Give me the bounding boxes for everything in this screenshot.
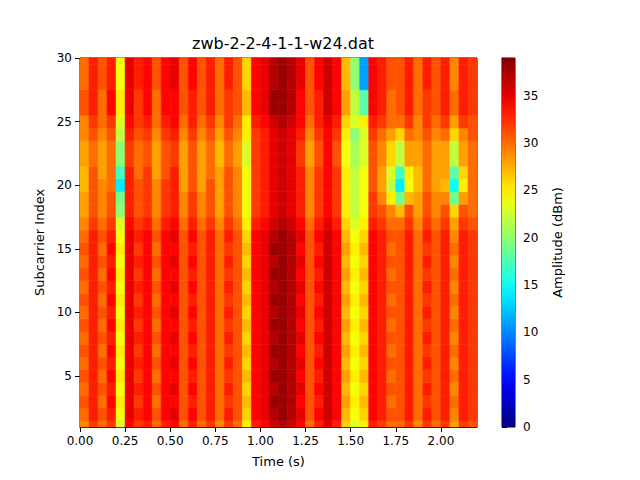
svg-text:0.25: 0.25 [112,434,139,448]
svg-text:1.50: 1.50 [337,434,364,448]
svg-text:15: 15 [57,242,72,256]
svg-text:0.75: 0.75 [202,434,229,448]
svg-text:0.50: 0.50 [157,434,184,448]
svg-text:25: 25 [523,183,538,197]
svg-text:1.00: 1.00 [247,434,274,448]
svg-text:30: 30 [523,136,538,150]
svg-text:0.00: 0.00 [67,434,94,448]
svg-text:Subcarrier Index: Subcarrier Index [32,189,47,296]
svg-text:10: 10 [57,305,72,319]
svg-text:20: 20 [523,231,538,245]
svg-text:Amplitude (dBm): Amplitude (dBm) [550,187,565,298]
svg-text:zwb-2-2-4-1-1-w24.dat: zwb-2-2-4-1-1-w24.dat [192,34,374,53]
svg-text:25: 25 [57,115,72,129]
svg-text:Time (s): Time (s) [251,454,305,469]
svg-text:15: 15 [523,278,538,292]
svg-text:5: 5 [523,373,531,387]
svg-text:5: 5 [64,369,72,383]
svg-text:10: 10 [523,325,538,339]
svg-text:20: 20 [57,178,72,192]
svg-text:2.00: 2.00 [428,434,455,448]
svg-text:35: 35 [523,89,538,103]
svg-text:0: 0 [523,420,531,434]
svg-text:1.75: 1.75 [382,434,409,448]
svg-text:1.25: 1.25 [292,434,319,448]
svg-text:30: 30 [57,51,72,65]
